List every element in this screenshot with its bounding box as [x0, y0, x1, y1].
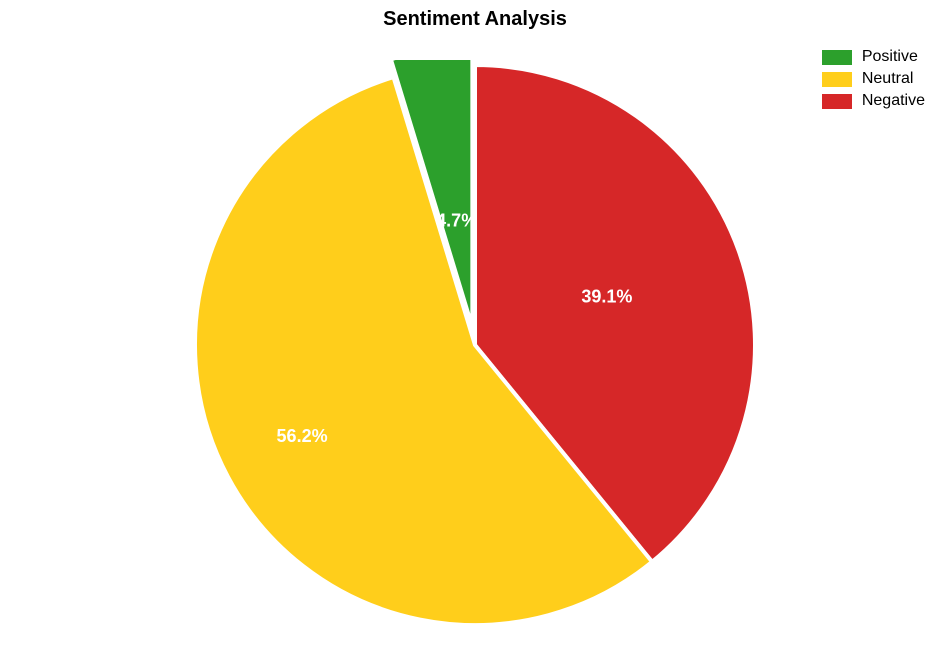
pie-chart-svg: 39.1% 56.2% 4.7% — [195, 60, 755, 650]
pie-chart-container: Sentiment Analysis 39.1% 56.2% 4.7% Positi… — [0, 0, 950, 662]
legend-swatch — [822, 94, 852, 109]
legend-label: Positive — [862, 48, 918, 66]
slice-label-negative: 39.1% — [581, 287, 632, 307]
slice-label-neutral: 56.2% — [277, 426, 328, 446]
legend-item-negative: Negative — [822, 92, 925, 110]
legend: Positive Neutral Negative — [822, 48, 925, 114]
legend-item-positive: Positive — [822, 48, 925, 66]
chart-title: Sentiment Analysis — [383, 8, 567, 31]
legend-swatch — [822, 72, 852, 87]
slice-label-positive: 4.7% — [436, 211, 477, 231]
legend-label: Neutral — [862, 70, 914, 88]
legend-item-neutral: Neutral — [822, 70, 925, 88]
legend-swatch — [822, 50, 852, 65]
legend-label: Negative — [862, 92, 925, 110]
